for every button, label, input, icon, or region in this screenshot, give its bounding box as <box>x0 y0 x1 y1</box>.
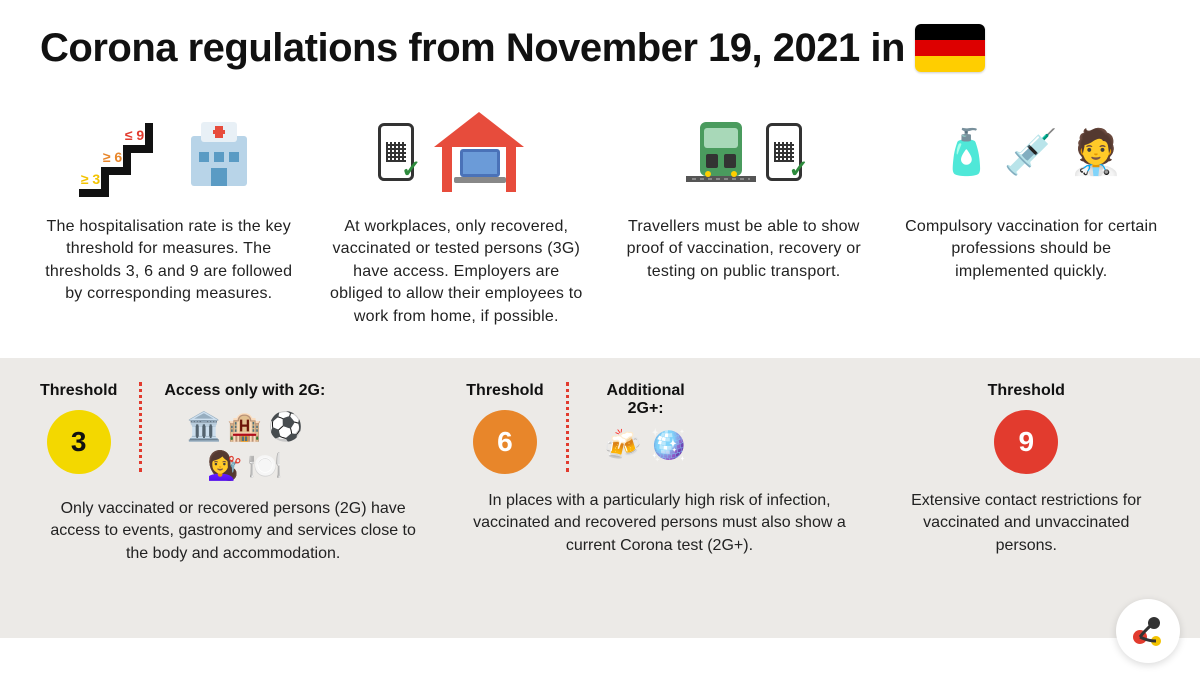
threshold-3-label: Threshold <box>40 382 117 400</box>
emoji-2g-icons: 🏛️ 🏨 ⚽ 💇‍♀️ 🍽️ <box>175 410 315 482</box>
item-vaccination: 🧴 💉 🧑‍⚕️ Compulsory vaccination for cert… <box>903 102 1161 328</box>
disco-icon: 🪩 <box>650 428 687 463</box>
desc-transport: Travellers must be able to show proof of… <box>615 216 873 283</box>
flag-stripe-red <box>915 40 985 56</box>
stairs-icon: ≥ 3 ≥ 6 ≤ 9 <box>79 107 169 197</box>
icon-area-transport: ✓ <box>686 102 802 202</box>
stair-label-9: ≤ 9 <box>125 127 144 143</box>
syringe-icon: 💉 <box>1004 126 1059 178</box>
soccer-icon: ⚽ <box>268 410 303 443</box>
icon-area-workplace: ✓ <box>378 102 534 202</box>
threshold-9-label: Threshold <box>988 382 1065 400</box>
threshold-3-circle: 3 <box>47 410 111 474</box>
desc-workplace: At workplaces, only recovered, vaccinate… <box>328 216 586 328</box>
desc-hospitalisation: The hospitalisation rate is the key thre… <box>40 216 298 306</box>
desc-vaccination: Compulsory vaccination for certain profe… <box>903 216 1161 283</box>
item-transport: ✓ Travellers must be able to show proof … <box>615 102 873 328</box>
threshold-6-label: Threshold <box>466 382 543 400</box>
threshold-3-desc: Only vaccinated or recovered persons (2G… <box>40 498 426 565</box>
vial-icon: 🧴 <box>939 126 994 178</box>
hotel-icon: 🏨 <box>227 410 262 443</box>
emoji-2gplus-icons: 🍻 🪩 <box>604 428 687 463</box>
corner-logo-icon <box>1116 599 1180 663</box>
haircut-icon: 💇‍♀️ <box>207 449 242 482</box>
check-icon: ✓ <box>789 155 809 184</box>
threshold-3-block: Threshold 3 Access only with 2G: 🏛️ 🏨 ⚽ … <box>40 382 426 608</box>
header: Corona regulations from November 19, 202… <box>0 0 1200 82</box>
flag-stripe-gold <box>915 56 985 72</box>
threshold-3-extra-label: Access only with 2G: <box>164 382 325 400</box>
top-row: ≥ 3 ≥ 6 ≤ 9 The hospitalisation rate is … <box>0 82 1200 358</box>
threshold-6-circle: 6 <box>473 410 537 474</box>
threshold-6-block: Threshold 6 Additional 2G+: 🍻 🪩 In place… <box>466 382 852 608</box>
house-laptop-icon <box>424 107 534 197</box>
phone-qr-icon: ✓ <box>378 123 414 181</box>
thresholds-section: Threshold 3 Access only with 2G: 🏛️ 🏨 ⚽ … <box>0 358 1200 638</box>
phone-qr-transport-icon: ✓ <box>766 123 802 181</box>
item-workplace: ✓ At workplaces, only recovered, vaccina… <box>328 102 586 328</box>
stair-label-3: ≥ 3 <box>81 171 100 187</box>
threshold-9-circle: 9 <box>994 410 1058 474</box>
icon-area-vaccination: 🧴 💉 🧑‍⚕️ <box>939 102 1123 202</box>
item-hospitalisation: ≥ 3 ≥ 6 ≤ 9 The hospitalisation rate is … <box>40 102 298 328</box>
beers-icon: 🍻 <box>604 428 641 463</box>
flag-stripe-black <box>915 24 985 40</box>
stair-label-6: ≥ 6 <box>103 149 122 165</box>
doctor-icon: 🧑‍⚕️ <box>1069 126 1124 178</box>
page-title: Corona regulations from November 19, 202… <box>40 26 905 71</box>
check-icon: ✓ <box>401 155 421 184</box>
train-icon <box>686 112 756 192</box>
threshold-6-desc: In places with a particularly high risk … <box>466 490 852 557</box>
dotted-separator <box>566 382 569 472</box>
threshold-6-extra-label: Additional 2G+: <box>591 382 701 418</box>
dotted-separator <box>139 382 142 472</box>
museum-icon: 🏛️ <box>187 410 222 443</box>
hospital-icon <box>179 112 259 192</box>
restaurant-icon: 🍽️ <box>248 449 283 482</box>
threshold-9-desc: Extensive contact restrictions for vacci… <box>893 490 1160 557</box>
germany-flag-icon <box>915 24 985 72</box>
icon-area-hospital: ≥ 3 ≥ 6 ≤ 9 <box>79 102 259 202</box>
threshold-9-block: Threshold 9 Extensive contact restrictio… <box>893 382 1160 608</box>
